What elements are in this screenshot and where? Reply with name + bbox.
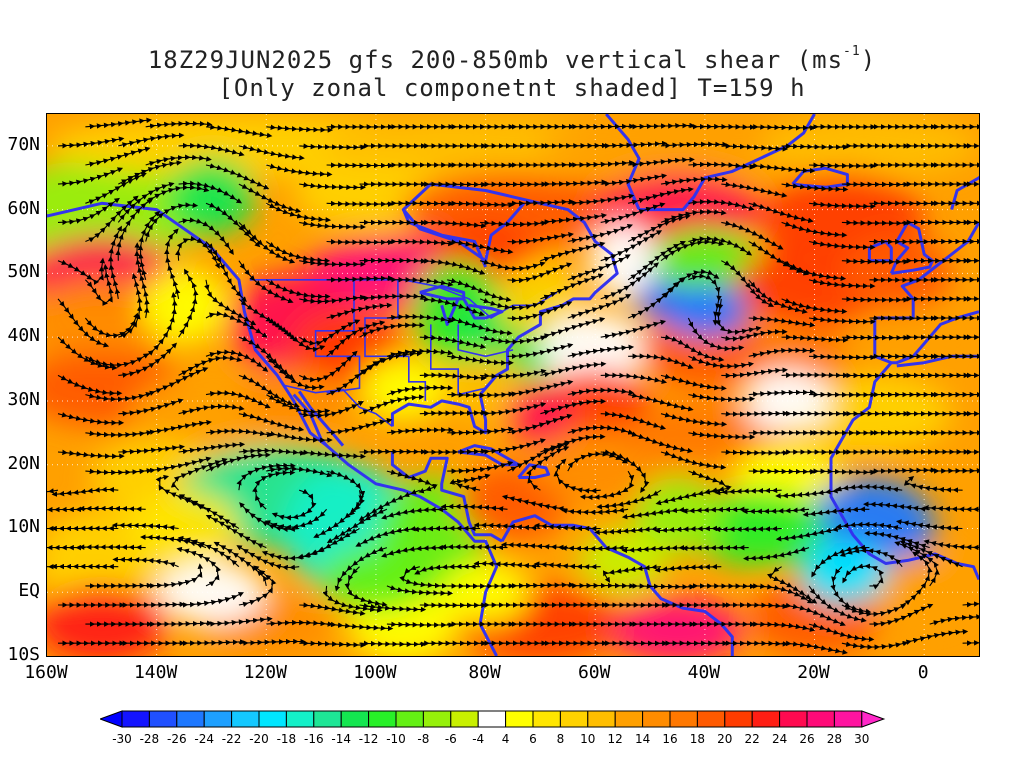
colorbar-tick-label: -20 bbox=[249, 732, 269, 746]
colorbar-tick-label: -26 bbox=[166, 732, 187, 746]
colorbar-tick-label: 28 bbox=[826, 732, 843, 746]
lat-tick-label: 10S bbox=[7, 644, 40, 665]
colorbar-tick-label: -10 bbox=[386, 732, 406, 746]
streamlines bbox=[47, 117, 979, 655]
colorbar-tick-label: 10 bbox=[580, 732, 596, 746]
colorbar-segment bbox=[422, 710, 452, 728]
lat-tick-label: 60N bbox=[7, 197, 40, 219]
colorbar-tick-label: 30 bbox=[854, 732, 870, 746]
colorbar-tick-label: -30 bbox=[112, 732, 132, 746]
colorbar-tick-label: -22 bbox=[221, 732, 242, 746]
colorbar-segment bbox=[642, 710, 671, 728]
colorbar-tick-label: 20 bbox=[717, 732, 733, 746]
colorbar-tick-label: 8 bbox=[556, 732, 565, 746]
colorbar-tick-label: -8 bbox=[417, 732, 430, 746]
lat-tick-label: 40N bbox=[7, 325, 40, 347]
colorbar-tick-label: 16 bbox=[662, 732, 678, 746]
lon-tick-label: 0 bbox=[917, 662, 929, 683]
colorbar-tick-label: -14 bbox=[331, 732, 351, 746]
lon-tick-label: 120W bbox=[243, 662, 287, 683]
lat-tick-label: EQ bbox=[18, 580, 40, 602]
shear-shading bbox=[47, 114, 979, 656]
colorbar-tick-label: 14 bbox=[634, 732, 651, 746]
colorbar-segment bbox=[148, 710, 178, 728]
lon-tick-label: 140W bbox=[133, 662, 178, 683]
lat-tick-label: 10N bbox=[7, 516, 40, 538]
colorbar-tick-label: 24 bbox=[771, 732, 788, 746]
lat-tick-label: 70N bbox=[7, 133, 40, 155]
colorbar-tick-label: -12 bbox=[358, 732, 379, 746]
colorbar-segment bbox=[176, 710, 205, 728]
colorbar-tick-label: -24 bbox=[194, 732, 214, 746]
lon-tick-label: 60W bbox=[577, 662, 611, 683]
colorbar-segment bbox=[395, 710, 424, 728]
colorbar-tick-label: -18 bbox=[276, 732, 297, 746]
colorbar-segment bbox=[203, 710, 233, 728]
colorbar-tick-label: 4 bbox=[501, 732, 510, 746]
colorbar-segment bbox=[121, 710, 150, 728]
colorbar-segment bbox=[724, 710, 753, 728]
colorbar-tick-label: 26 bbox=[799, 732, 815, 746]
lon-tick-label: 80W bbox=[468, 662, 501, 683]
shear-map bbox=[47, 114, 979, 656]
colorbar-tick-label: -6 bbox=[444, 732, 457, 746]
colorbar-tick-label: 18 bbox=[689, 732, 706, 746]
colorbar-segment bbox=[669, 710, 698, 728]
colorbar-segment bbox=[833, 710, 863, 728]
lon-tick-label: 20W bbox=[797, 662, 830, 683]
colorbar-segment bbox=[313, 710, 342, 728]
map-panel[interactable] bbox=[46, 113, 980, 657]
colorbar-tick-label: -4 bbox=[472, 732, 485, 746]
colorbar-tick-label: 12 bbox=[607, 732, 623, 746]
colorbar-segment bbox=[231, 710, 260, 728]
colorbar-segment bbox=[285, 710, 315, 728]
colorbar-segment bbox=[532, 710, 561, 728]
colorbar-segment bbox=[696, 710, 726, 728]
colorbar-segment bbox=[368, 710, 397, 728]
lon-tick-label: 40W bbox=[687, 662, 721, 683]
colorbar-segment bbox=[477, 710, 507, 728]
colorbar-segment bbox=[559, 710, 589, 728]
chart-title-line2: [Only zonal componetnt shaded] T=159 h bbox=[218, 74, 806, 102]
colorbar-segment bbox=[450, 710, 479, 728]
colorbar-segment bbox=[614, 710, 644, 728]
colorbar-segment bbox=[340, 710, 370, 728]
colorbar-segment bbox=[751, 710, 781, 728]
lat-tick-label: 20N bbox=[7, 452, 40, 474]
lon-tick-label: 100W bbox=[353, 662, 397, 683]
colorbar-tick-label: 6 bbox=[529, 732, 537, 746]
colorbar-segment bbox=[258, 710, 287, 728]
colorbar-tick-label: -16 bbox=[303, 732, 324, 746]
colorbar-segment bbox=[587, 710, 616, 728]
colorbar bbox=[100, 710, 886, 728]
colorbar-segment bbox=[779, 710, 808, 728]
lat-tick-label: 50N bbox=[7, 261, 40, 283]
colorbar-tick-label: -28 bbox=[139, 732, 160, 746]
colorbar-segment bbox=[505, 710, 534, 728]
lon-tick-label: 160W bbox=[24, 662, 68, 683]
colorbar-tick-label: 22 bbox=[744, 732, 760, 746]
lat-tick-label: 30N bbox=[7, 388, 40, 410]
colorbar-segment bbox=[806, 710, 835, 728]
chart-title-line1: 18Z29JUN2025 gfs 200-850mb vertical shea… bbox=[147, 44, 877, 74]
